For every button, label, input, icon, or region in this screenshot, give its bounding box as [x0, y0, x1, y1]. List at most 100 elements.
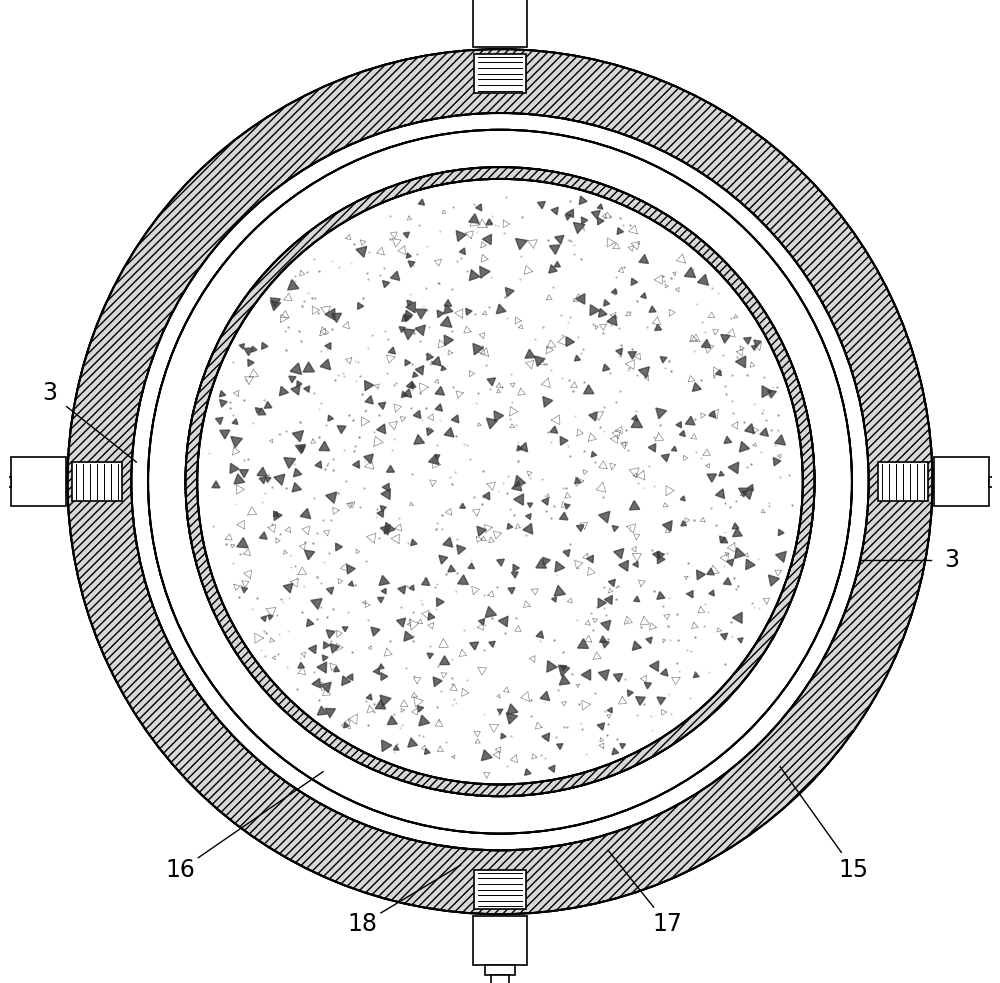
- Polygon shape: [542, 733, 550, 741]
- Polygon shape: [653, 551, 660, 558]
- Polygon shape: [408, 738, 417, 747]
- Polygon shape: [697, 274, 708, 285]
- Polygon shape: [242, 588, 248, 593]
- Polygon shape: [773, 457, 781, 466]
- Polygon shape: [306, 619, 314, 626]
- Polygon shape: [549, 245, 560, 255]
- Polygon shape: [751, 346, 757, 350]
- Polygon shape: [435, 404, 442, 411]
- Polygon shape: [410, 382, 416, 387]
- Polygon shape: [382, 740, 392, 752]
- Polygon shape: [295, 444, 305, 454]
- Polygon shape: [377, 424, 386, 434]
- Polygon shape: [403, 329, 415, 340]
- Polygon shape: [284, 458, 296, 468]
- Polygon shape: [631, 418, 642, 428]
- Polygon shape: [212, 481, 220, 488]
- Polygon shape: [620, 743, 626, 749]
- Polygon shape: [300, 508, 311, 519]
- Polygon shape: [581, 669, 591, 680]
- Polygon shape: [413, 411, 421, 419]
- Polygon shape: [326, 587, 334, 595]
- Polygon shape: [634, 596, 640, 602]
- Polygon shape: [473, 0, 527, 47]
- Text: 3: 3: [42, 381, 57, 405]
- Polygon shape: [415, 325, 425, 335]
- Polygon shape: [657, 554, 665, 564]
- Text: 3: 3: [945, 549, 960, 572]
- Polygon shape: [417, 706, 424, 712]
- Polygon shape: [587, 555, 593, 563]
- Polygon shape: [406, 302, 415, 313]
- Polygon shape: [251, 346, 257, 352]
- Polygon shape: [494, 411, 504, 422]
- Polygon shape: [707, 474, 716, 483]
- Polygon shape: [732, 523, 739, 529]
- Polygon shape: [406, 253, 411, 259]
- Polygon shape: [660, 357, 667, 363]
- Circle shape: [197, 179, 803, 784]
- Polygon shape: [735, 548, 745, 558]
- Polygon shape: [293, 468, 302, 477]
- Polygon shape: [473, 916, 527, 965]
- Polygon shape: [697, 570, 705, 580]
- Polygon shape: [319, 441, 330, 451]
- Polygon shape: [403, 232, 409, 238]
- Polygon shape: [418, 200, 425, 205]
- Polygon shape: [612, 526, 618, 532]
- Polygon shape: [661, 454, 669, 462]
- Polygon shape: [547, 661, 557, 672]
- Polygon shape: [739, 441, 749, 452]
- Polygon shape: [724, 436, 732, 443]
- Polygon shape: [371, 627, 380, 636]
- Polygon shape: [337, 426, 346, 434]
- Polygon shape: [460, 503, 465, 508]
- Polygon shape: [491, 975, 509, 983]
- Polygon shape: [631, 278, 638, 285]
- Polygon shape: [448, 565, 455, 572]
- Polygon shape: [723, 578, 731, 585]
- Polygon shape: [656, 408, 667, 419]
- Polygon shape: [769, 575, 779, 586]
- Polygon shape: [721, 334, 730, 343]
- Polygon shape: [279, 386, 288, 396]
- Polygon shape: [575, 478, 581, 484]
- Polygon shape: [601, 620, 611, 630]
- Polygon shape: [274, 474, 285, 486]
- Polygon shape: [408, 260, 415, 267]
- Polygon shape: [220, 399, 227, 407]
- Polygon shape: [231, 436, 242, 447]
- Polygon shape: [563, 549, 570, 556]
- Text: 16: 16: [166, 858, 195, 882]
- Polygon shape: [727, 559, 734, 566]
- Polygon shape: [405, 360, 411, 366]
- Polygon shape: [482, 234, 492, 245]
- Polygon shape: [581, 217, 588, 224]
- Polygon shape: [381, 489, 390, 499]
- Polygon shape: [406, 381, 414, 389]
- Polygon shape: [444, 428, 454, 437]
- Polygon shape: [738, 638, 743, 643]
- Polygon shape: [258, 408, 266, 415]
- Polygon shape: [264, 401, 272, 408]
- Polygon shape: [377, 510, 384, 517]
- Polygon shape: [612, 748, 619, 755]
- Polygon shape: [525, 349, 535, 358]
- Polygon shape: [469, 269, 480, 280]
- Polygon shape: [768, 390, 776, 398]
- Polygon shape: [602, 641, 609, 648]
- Polygon shape: [649, 661, 659, 671]
- Polygon shape: [597, 217, 604, 225]
- Polygon shape: [474, 54, 526, 93]
- Polygon shape: [444, 300, 452, 307]
- Polygon shape: [393, 745, 399, 750]
- Polygon shape: [537, 202, 545, 208]
- Polygon shape: [387, 465, 394, 472]
- Polygon shape: [597, 723, 604, 730]
- Polygon shape: [760, 428, 768, 436]
- Polygon shape: [739, 489, 749, 497]
- Polygon shape: [514, 493, 524, 505]
- Polygon shape: [598, 669, 609, 680]
- Polygon shape: [566, 337, 574, 346]
- Polygon shape: [291, 385, 300, 395]
